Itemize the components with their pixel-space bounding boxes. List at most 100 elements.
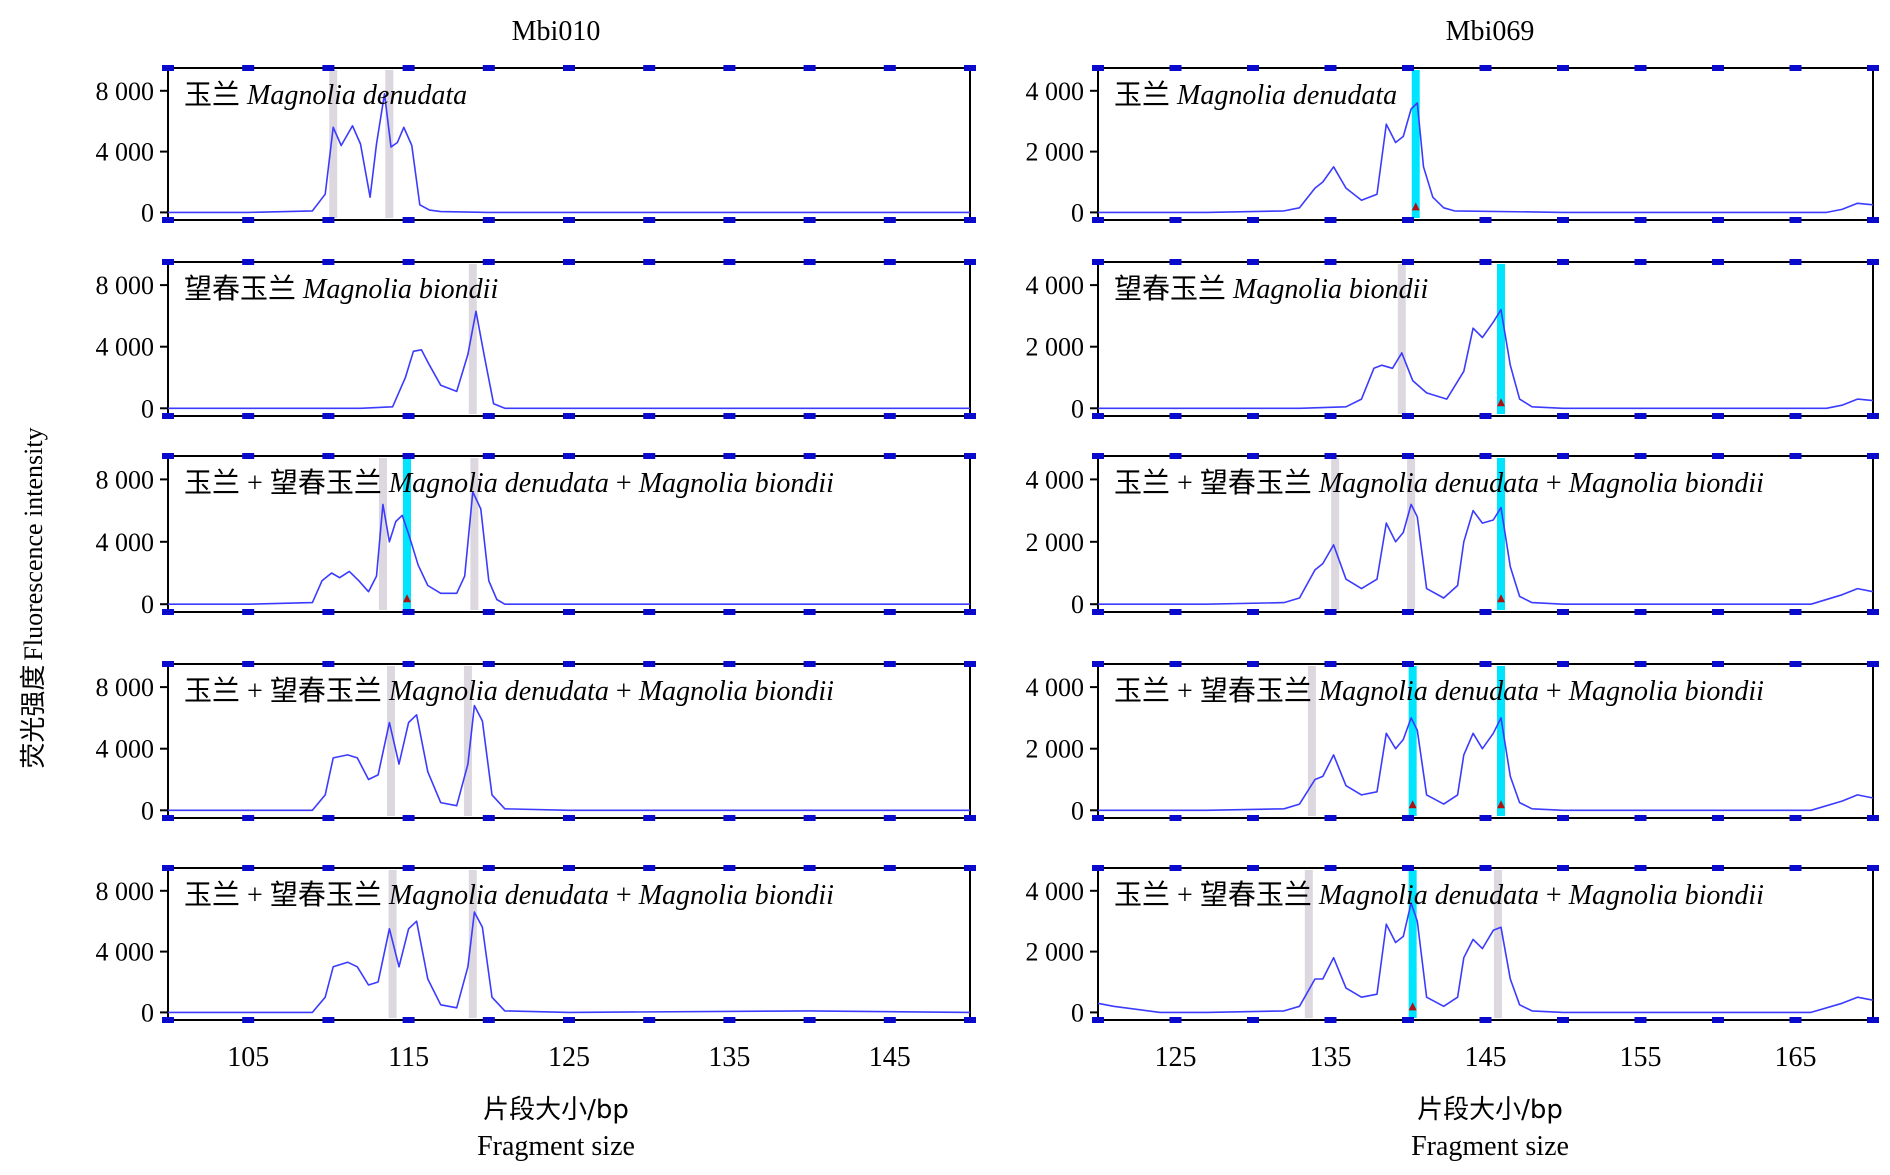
- size-marker-bottom: [1789, 609, 1802, 615]
- size-marker-top: [1479, 65, 1492, 71]
- size-marker-top: [482, 453, 495, 459]
- size-marker-top: [1789, 661, 1802, 667]
- size-marker-top: [964, 453, 976, 459]
- size-marker-bottom: [1557, 1017, 1569, 1023]
- fluorescence-trace: [1098, 717, 1874, 812]
- size-marker-top: [1169, 259, 1182, 265]
- size-marker-top: [482, 865, 495, 871]
- size-marker-bottom: [322, 609, 335, 615]
- x-tick-label: 165: [1775, 1042, 1817, 1073]
- size-marker-top: [1324, 259, 1337, 265]
- size-marker-bottom: [803, 1017, 816, 1023]
- allele-bin-grey: [468, 870, 477, 1018]
- size-marker-bottom: [883, 1017, 896, 1023]
- size-marker-top: [1247, 259, 1259, 265]
- size-marker-bottom: [1092, 609, 1104, 615]
- size-marker-top: [563, 65, 575, 71]
- y-tick-label: 0: [1071, 796, 1084, 825]
- size-marker-top: [1712, 453, 1724, 459]
- size-marker-top: [1712, 661, 1724, 667]
- size-marker-bottom: [1789, 217, 1802, 223]
- allele-bin-grey: [386, 666, 395, 816]
- size-marker-top: [1789, 65, 1802, 71]
- allele-bin-grey: [378, 458, 387, 610]
- size-marker-top: [242, 661, 255, 667]
- size-marker-bottom: [162, 217, 174, 223]
- size-marker-top: [1092, 661, 1104, 667]
- size-marker-bottom: [1634, 217, 1647, 223]
- allele-bin-grey: [1397, 264, 1406, 414]
- size-marker-bottom: [1092, 815, 1104, 821]
- fluorescence-trace: [1097, 902, 1874, 1014]
- fluorescence-trace: [168, 704, 970, 812]
- size-marker-bottom: [1092, 217, 1104, 223]
- size-marker-top: [883, 661, 896, 667]
- size-marker-bottom: [1169, 413, 1182, 419]
- size-marker-top: [1247, 453, 1259, 459]
- size-marker-top: [1169, 453, 1182, 459]
- size-marker-top: [723, 259, 736, 265]
- y-tick-label: 0: [141, 796, 154, 825]
- size-marker-bottom: [1324, 217, 1337, 223]
- size-marker-top: [1479, 865, 1492, 871]
- panel-frame: [167, 261, 971, 417]
- y-tick-label: 4 000: [96, 528, 155, 557]
- size-marker-top: [1169, 865, 1182, 871]
- size-marker-bottom: [1402, 1017, 1414, 1023]
- size-marker-top: [1402, 661, 1414, 667]
- size-marker-top: [964, 661, 976, 667]
- allele-bin-highlight: [1497, 458, 1505, 610]
- x-tick-label: 125: [1155, 1042, 1197, 1073]
- size-marker-top: [482, 65, 495, 71]
- panel-label: 玉兰 + 望春玉兰 Magnolia denudata + Magnolia b…: [1114, 466, 1764, 499]
- allele-bin-highlight: [1408, 666, 1417, 816]
- panel-mbi010-1: 8 000 4 000 0 玉兰 Magnolia denudata: [96, 65, 976, 227]
- size-marker-bottom: [402, 609, 415, 615]
- size-marker-bottom: [1557, 413, 1569, 419]
- size-marker-bottom: [643, 217, 656, 223]
- size-marker-top: [162, 453, 174, 459]
- y-tick-label: 2 000: [1026, 938, 1085, 967]
- fluorescence-trace: [168, 911, 971, 1014]
- panel-mbi069-1: 4 000 2 000 0 玉兰 Magnolia denudata: [1026, 65, 1879, 227]
- y-tick-label: 0: [1071, 998, 1084, 1027]
- panel-mbi069-2: 4 000 2 000 0 望春玉兰 Magnolia biondii: [1026, 259, 1879, 423]
- size-marker-bottom: [723, 815, 736, 821]
- size-marker-bottom: [723, 609, 736, 615]
- size-marker-top: [242, 453, 255, 459]
- y-tick-label: 2 000: [1026, 333, 1085, 362]
- size-marker-top: [1324, 865, 1337, 871]
- size-marker-bottom: [402, 815, 415, 821]
- size-marker-bottom: [1479, 217, 1492, 223]
- size-marker-top: [1867, 65, 1879, 71]
- size-marker-bottom: [1789, 413, 1802, 419]
- fluorescence-trace: [1098, 503, 1874, 605]
- size-marker-top: [1557, 65, 1569, 71]
- size-marker-top: [964, 65, 976, 71]
- allele-bin-grey: [385, 70, 394, 218]
- y-tick-label: 0: [1071, 198, 1084, 227]
- size-marker-top: [1324, 661, 1337, 667]
- size-marker-top: [1479, 453, 1492, 459]
- allele-bin-highlight: [402, 458, 411, 610]
- column-title-mbi010: Mbi010: [512, 16, 601, 47]
- size-marker-bottom: [162, 815, 174, 821]
- size-marker-top: [803, 65, 816, 71]
- size-marker-bottom: [1169, 217, 1182, 223]
- size-marker-bottom: [322, 1017, 335, 1023]
- peak-call-marker: [1408, 1002, 1417, 1011]
- size-marker-bottom: [964, 413, 976, 419]
- x-axis-label-en-left: Fragment size: [477, 1131, 635, 1162]
- size-marker-bottom: [1247, 815, 1259, 821]
- size-marker-bottom: [883, 609, 896, 615]
- size-marker-bottom: [723, 217, 736, 223]
- size-marker-bottom: [242, 1017, 255, 1023]
- allele-bin-grey: [463, 666, 472, 816]
- y-tick-label: 2 000: [1026, 528, 1085, 557]
- y-tick-label: 8 000: [96, 465, 155, 494]
- size-marker-bottom: [643, 609, 656, 615]
- panel-label: 玉兰 + 望春玉兰 Magnolia denudata + Magnolia b…: [184, 878, 834, 911]
- size-marker-top: [1247, 661, 1259, 667]
- y-tick-label: 8 000: [96, 77, 155, 106]
- fluorescence-trace: [168, 310, 970, 410]
